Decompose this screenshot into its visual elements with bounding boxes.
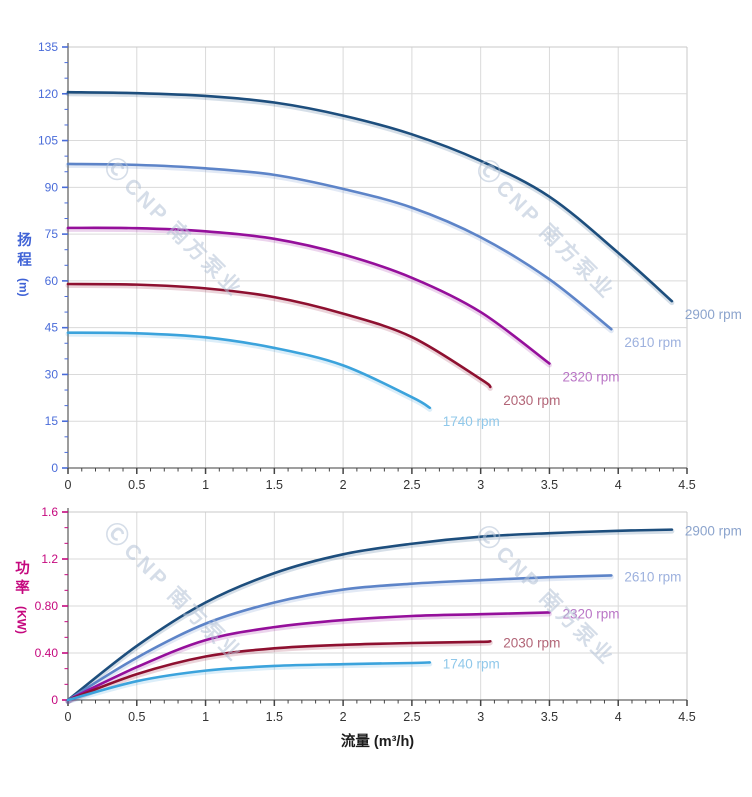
curve-label-1740rpm: 1740 rpm	[443, 414, 500, 429]
power-chart: 0 0.40 0.80 1.2 1.6 0 0.5 1 1.5 2 2.5 3 3.5 4 4.5 2900 …	[35, 505, 742, 724]
y-tick-label: 0	[51, 693, 58, 707]
x-tick-label: 2	[340, 478, 347, 492]
curve-label-2610rpm: 2610 rpm	[624, 569, 681, 584]
curve-label-1740rpm: 1740 rpm	[443, 656, 500, 671]
x-tick-label: 4.5	[678, 710, 695, 724]
curve-glow-2610rpm	[65, 162, 614, 334]
power-axis-title-text: 功率	[13, 560, 29, 599]
head-axis-title: 扬程 (m)	[13, 232, 34, 297]
x-tick-label: 2.5	[403, 478, 420, 492]
flow-axis-title: 流量 (m³/h)	[340, 734, 415, 750]
curve-1740rpm	[66, 331, 432, 410]
y-tick-label: 45	[45, 321, 59, 335]
curve-glow-1740rpm	[65, 661, 433, 704]
x-tick-label: 4	[615, 710, 622, 724]
curve-label-2610rpm: 2610 rpm	[624, 335, 681, 350]
curve-glow-2320rpm	[65, 226, 552, 368]
y-tick-label: 120	[38, 87, 58, 101]
y-tick-label: 90	[45, 180, 59, 194]
x-tick-label: 0.5	[128, 710, 145, 724]
power-axis-title: 功率 (KW)	[11, 560, 32, 634]
curve-glow-1740rpm	[65, 331, 433, 412]
y-tick-label: 0	[51, 461, 58, 475]
head-axis-unit: (m)	[16, 278, 31, 297]
curve-2320rpm	[66, 226, 551, 365]
power-axis-unit: (KW)	[14, 606, 29, 634]
curve-label-2030rpm: 2030 rpm	[503, 393, 560, 408]
x-tick-label: 0.5	[128, 478, 145, 492]
y-tick-label: 15	[45, 414, 59, 428]
curve-label-2320rpm: 2320 rpm	[562, 370, 619, 385]
x-tick-label: 3.5	[541, 478, 558, 492]
y-tick-label: 30	[45, 367, 59, 381]
x-tick-label: 3.5	[541, 710, 558, 724]
x-tick-label: 4.5	[678, 478, 695, 492]
x-tick-label: 1	[202, 478, 209, 492]
x-tick-label: 1.5	[266, 478, 283, 492]
y-tick-label: 0.40	[35, 646, 59, 660]
curve-glow-2320rpm	[65, 611, 552, 704]
x-tick-label: 4	[615, 478, 622, 492]
y-tick-label: 135	[38, 40, 58, 54]
y-tick-label: 1.6	[41, 505, 58, 519]
curve-2030rpm	[66, 639, 492, 702]
y-tick-label: 60	[45, 274, 59, 288]
curve-label-2900rpm: 2900 rpm	[685, 307, 742, 322]
curve-2610rpm	[66, 574, 613, 702]
x-tick-label: 0	[65, 478, 72, 492]
y-tick-label: 1.2	[41, 552, 58, 566]
curve-2900rpm	[66, 528, 674, 702]
x-tick-label: 2.5	[403, 710, 420, 724]
x-tick-label: 1.5	[266, 710, 283, 724]
x-tick-label: 3	[477, 710, 484, 724]
x-tick-label: 1	[202, 710, 209, 724]
curve-label-2030rpm: 2030 rpm	[503, 635, 560, 650]
y-tick-label: 105	[38, 134, 58, 148]
x-tick-label: 3	[477, 478, 484, 492]
curve-1740rpm	[66, 661, 432, 702]
head-chart: 0 15 30 45 60 75 90 105 120 135 0 0.5 1 1.5 2 2.5 3 3.5 4 4…	[38, 40, 742, 492]
curve-2320rpm	[66, 611, 551, 702]
y-tick-label: 75	[45, 227, 59, 241]
head-axis-title-text: 扬程	[15, 232, 31, 271]
y-tick-label: 0.80	[35, 599, 59, 613]
curve-label-2320rpm: 2320 rpm	[562, 606, 619, 621]
curve-2030rpm	[66, 282, 492, 389]
curve-glow-2030rpm	[65, 640, 493, 704]
curve-label-2900rpm: 2900 rpm	[685, 524, 742, 539]
curve-2900rpm	[66, 90, 674, 303]
x-tick-label: 2	[340, 710, 347, 724]
x-tick-label: 0	[65, 710, 72, 724]
curve-2610rpm	[66, 162, 613, 331]
